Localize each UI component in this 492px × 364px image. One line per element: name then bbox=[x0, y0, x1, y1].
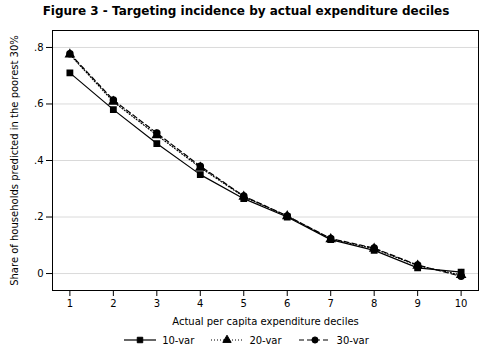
svg-text:1: 1 bbox=[67, 298, 73, 309]
svg-text:6: 6 bbox=[284, 298, 290, 309]
svg-text:3: 3 bbox=[154, 298, 160, 309]
svg-text:.2: .2 bbox=[34, 211, 44, 222]
svg-text:9: 9 bbox=[414, 298, 420, 309]
svg-text:Actual per capita expenditure: Actual per capita expenditure deciles bbox=[172, 316, 359, 327]
html-text:30-var: 30-var bbox=[336, 334, 369, 346]
svg-text:Share of households predicted: Share of households predicted in the poo… bbox=[9, 35, 20, 286]
svg-text:10: 10 bbox=[455, 298, 468, 309]
svg-text:.4: .4 bbox=[34, 155, 44, 166]
svg-text:4: 4 bbox=[197, 298, 203, 309]
svg-text:5: 5 bbox=[241, 298, 247, 309]
html-text:10-var: 10-var bbox=[162, 334, 195, 346]
svg-text:.6: .6 bbox=[34, 98, 44, 109]
svg-text:2: 2 bbox=[110, 298, 116, 309]
svg-text:0: 0 bbox=[37, 268, 43, 279]
svg-text:.8: .8 bbox=[34, 42, 44, 53]
svg-text:7: 7 bbox=[328, 298, 334, 309]
html-text:20-var: 20-var bbox=[249, 334, 282, 346]
html-text:Figure 3 - Targeting incidence: Figure 3 - Targeting incidence by actual… bbox=[42, 4, 450, 18]
svg-text:8: 8 bbox=[371, 298, 377, 309]
